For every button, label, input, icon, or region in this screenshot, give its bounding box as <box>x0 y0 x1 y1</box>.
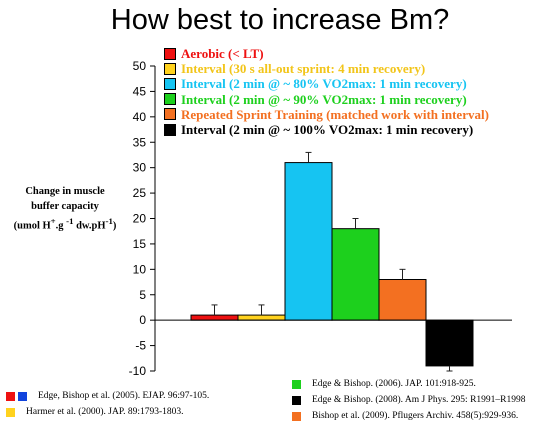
legend-item-1: Interval (30 s all-out sprint: 4 min rec… <box>164 61 489 76</box>
reference-left-text-0: Edge, Bishop et al. (2005). EJAP. 96:97-… <box>38 391 210 401</box>
legend-label-3: Interval (2 min @ ~ 90% VO2max: 1 min re… <box>181 91 467 107</box>
reference-right-0: Edge & Bishop. (2006). JAP. 101:918-925. <box>292 376 526 392</box>
legend-label-2: Interval (2 min @ ~ 80% VO2max: 1 min re… <box>181 76 467 92</box>
reference-right-text-1: Edge & Bishop. (2008). Am J Phys. 295: R… <box>312 395 526 405</box>
reference-right-swatches-1 <box>292 395 304 405</box>
reference-right-swatch-2-0 <box>292 411 301 421</box>
unit-mid2: dw.pH <box>73 220 106 232</box>
reference-right-2: Bishop et al. (2009). Pflugers Archiv. 4… <box>292 408 526 424</box>
reference-right-swatch-1-0 <box>292 395 301 405</box>
reference-left-swatches-0 <box>6 391 30 401</box>
reference-left-swatch-0-0 <box>6 391 15 401</box>
reference-left-swatch-1-0 <box>6 407 15 417</box>
legend-label-5: Interval (2 min @ ~ 100% VO2max: 1 min r… <box>181 122 474 138</box>
reference-right-swatches-2 <box>292 411 304 421</box>
y-tick-label-1: 45 <box>133 84 147 98</box>
reference-left-0: Edge, Bishop et al. (2005). EJAP. 96:97-… <box>6 388 209 404</box>
reference-right-swatches-0 <box>292 379 304 389</box>
reference-right-swatch-0-0 <box>292 379 301 389</box>
legend-label-0: Aerobic (< LT) <box>181 46 264 62</box>
legend-item-2: Interval (2 min @ ~ 80% VO2max: 1 min re… <box>164 76 489 91</box>
page-title: How best to increase Bm? <box>110 4 450 36</box>
bar-2 <box>284 162 333 321</box>
legend-swatch-1 <box>164 62 176 75</box>
unit-suffix: ) <box>112 220 117 232</box>
legend-swatch-3 <box>164 93 176 106</box>
y-tick-label-10: 0 <box>139 313 146 327</box>
reference-left-swatches-1 <box>6 407 18 417</box>
unit-sup1: + <box>50 216 56 226</box>
bar-5 <box>425 319 474 367</box>
y-tick-label-3: 35 <box>133 135 147 149</box>
legend-swatch-4 <box>164 108 176 121</box>
bar-0 <box>190 314 239 321</box>
y-axis-label-line2: buffer capacity <box>31 201 99 212</box>
y-axis-label-line1: Change in muscle <box>25 186 105 197</box>
unit-sup2: -1 <box>66 216 74 226</box>
reference-right-text-0: Edge & Bishop. (2006). JAP. 101:918-925. <box>312 379 476 389</box>
unit-sup3: -1 <box>105 216 113 226</box>
legend-item-0: Aerobic (< LT) <box>164 46 489 61</box>
legend-swatch-0 <box>164 47 176 60</box>
legend-label-4: Repeated Sprint Training (matched work w… <box>181 106 489 122</box>
unit-mid: .g <box>55 220 67 232</box>
y-axis-label: Change in muscle buffer capacity (umol H… <box>0 184 130 234</box>
reference-left-text-1: Harmer et al. (2000). JAP. 89:1793-1803. <box>26 407 184 417</box>
legend-item-3: Interval (2 min @ ~ 90% VO2max: 1 min re… <box>164 92 489 107</box>
y-tick-label-4: 30 <box>133 161 147 175</box>
y-tick-label-12: -10 <box>129 364 147 378</box>
bar-1 <box>237 314 286 321</box>
chart-legend: Aerobic (< LT) Interval (30 s all-out spr… <box>164 46 489 137</box>
legend-item-5: Interval (2 min @ ~ 100% VO2max: 1 min r… <box>164 122 489 137</box>
references-left: Edge, Bishop et al. (2005). EJAP. 96:97-… <box>6 388 209 420</box>
y-tick-label-2: 40 <box>133 110 147 124</box>
legend-swatch-5 <box>164 123 176 136</box>
y-tick-label-0: 50 <box>133 59 147 73</box>
reference-left-1: Harmer et al. (2000). JAP. 89:1793-1803. <box>6 404 209 420</box>
y-axis-label-unit: (umol H+.g -1 dw.pH-1) <box>0 214 130 234</box>
y-tick-label-5: 25 <box>133 186 147 200</box>
legend-swatch-2 <box>164 77 176 90</box>
y-tick-label-9: 5 <box>139 288 146 302</box>
y-tick-label-8: 10 <box>133 262 147 276</box>
bar-3 <box>331 228 380 321</box>
unit-prefix: (umol H <box>13 220 51 232</box>
references-right: Edge & Bishop. (2006). JAP. 101:918-925.… <box>292 376 526 424</box>
reference-left-swatch-0-1 <box>18 391 27 401</box>
reference-right-1: Edge & Bishop. (2008). Am J Phys. 295: R… <box>292 392 526 408</box>
bar-4 <box>378 279 427 321</box>
y-tick-label-7: 15 <box>133 237 147 251</box>
legend-item-4: Repeated Sprint Training (matched work w… <box>164 107 489 122</box>
y-tick-label-6: 20 <box>133 212 147 226</box>
y-tick-label-11: -5 <box>135 339 146 353</box>
legend-label-1: Interval (30 s all-out sprint: 4 min rec… <box>181 61 426 77</box>
reference-right-text-2: Bishop et al. (2009). Pflugers Archiv. 4… <box>312 411 519 421</box>
